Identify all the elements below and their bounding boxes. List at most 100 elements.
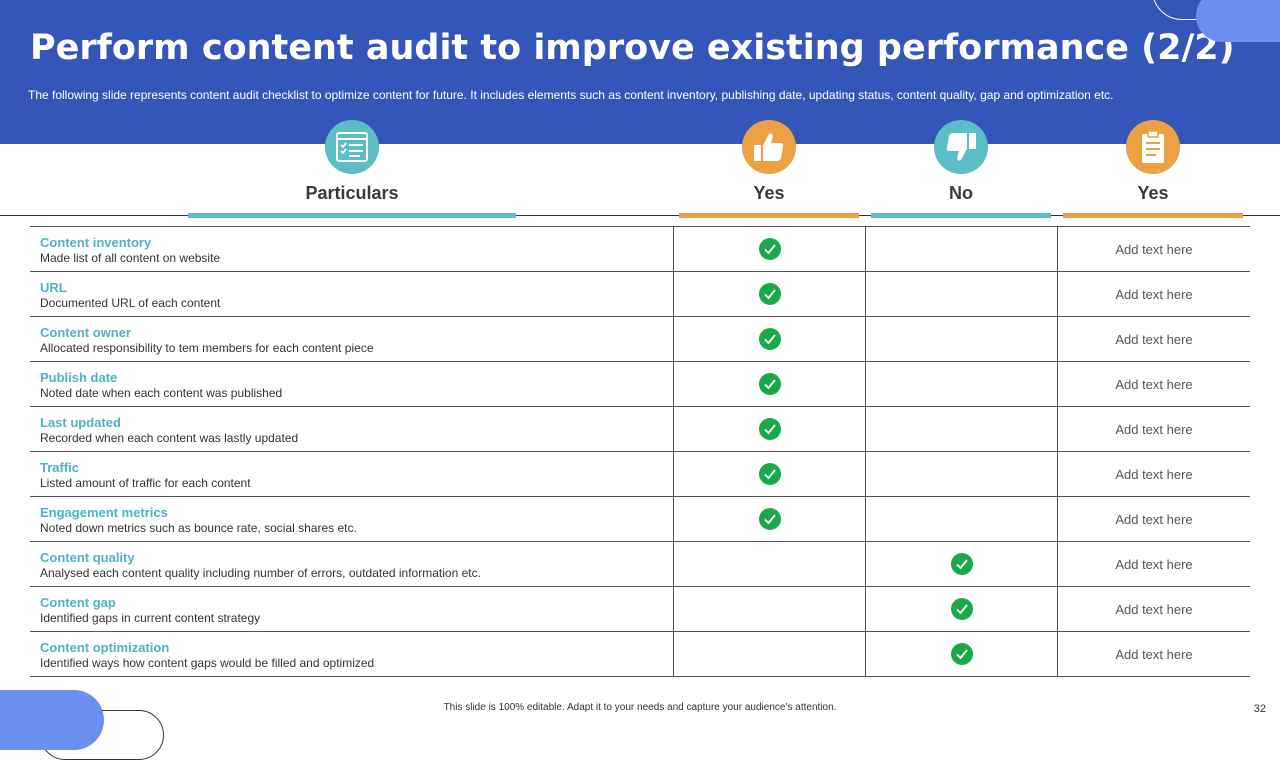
check-icon xyxy=(758,373,781,395)
note-cell: Add text here xyxy=(1057,542,1250,586)
particular-description: Listed amount of traffic for each conten… xyxy=(40,476,251,490)
note-cell: Add text here xyxy=(1057,272,1250,316)
decorative-pill xyxy=(1196,0,1280,42)
check-icon xyxy=(758,418,781,440)
table-row: URL Documented URL of each content Add tex… xyxy=(30,272,1250,317)
particular-cell: URL Documented URL of each content xyxy=(30,272,673,316)
no-cell xyxy=(865,317,1057,361)
table-row: Content optimization Identified ways how … xyxy=(30,632,1250,677)
table-row: Content quality Analysed each content qua… xyxy=(30,542,1250,587)
note-cell: Add text here xyxy=(1057,497,1250,541)
yes-cell xyxy=(673,272,865,316)
particular-title: Content gap xyxy=(40,595,116,610)
clipboard-icon xyxy=(1126,120,1180,174)
particular-cell: Content gap Identified gaps in current co… xyxy=(30,587,673,631)
header-accent-bar xyxy=(871,213,1051,218)
no-cell xyxy=(865,362,1057,406)
particular-cell: Content optimization Identified ways how … xyxy=(30,632,673,676)
particular-cell: Traffic Listed amount of traffic for each… xyxy=(30,452,673,496)
table-row: Content owner Allocated responsibility to… xyxy=(30,317,1250,362)
slide-title: Perform content audit to improve existin… xyxy=(30,28,1235,68)
yes-cell xyxy=(673,317,865,361)
no-cell xyxy=(865,587,1057,631)
particular-description: Identified gaps in current content strat… xyxy=(40,611,261,625)
particular-cell: Content quality Analysed each content qua… xyxy=(30,542,673,586)
particular-title: Content quality xyxy=(40,550,135,565)
note-cell: Add text here xyxy=(1057,362,1250,406)
particular-title: Last updated xyxy=(40,415,121,430)
particular-cell: Last updated Recorded when each content w… xyxy=(30,407,673,451)
checklist-icon xyxy=(325,120,379,174)
particular-description: Documented URL of each content xyxy=(40,296,221,310)
particular-title: Publish date xyxy=(40,370,118,385)
table-row: Last updated Recorded when each content w… xyxy=(30,407,1250,452)
table-row: Engagement metrics Noted down metrics suc… xyxy=(30,497,1250,542)
particular-cell: Content inventory Made list of all conten… xyxy=(30,227,673,271)
particular-description: Made list of all content on website xyxy=(40,251,221,265)
thumbs-up-icon xyxy=(742,120,796,174)
column-header-yes-notes: Yes xyxy=(1137,183,1169,203)
particular-description: Identified ways how content gaps would b… xyxy=(40,656,375,670)
yes-cell xyxy=(673,407,865,451)
check-icon xyxy=(758,463,781,485)
column-header-particulars: Particulars xyxy=(305,183,399,203)
particular-description: Noted down metrics such as bounce rate, … xyxy=(40,521,357,535)
check-icon xyxy=(758,283,781,305)
note-cell: Add text here xyxy=(1057,317,1250,361)
no-cell xyxy=(865,407,1057,451)
slide-footer: This slide is 100% editable. Adapt it to… xyxy=(443,702,837,713)
no-cell xyxy=(865,632,1057,676)
yes-cell xyxy=(673,542,865,586)
particular-title: Content inventory xyxy=(40,235,152,250)
column-header-no: No xyxy=(949,183,973,203)
note-cell: Add text here xyxy=(1057,227,1250,271)
page-number: 32 xyxy=(1253,703,1266,715)
particular-cell: Content owner Allocated responsibility to… xyxy=(30,317,673,361)
yes-cell xyxy=(673,362,865,406)
no-cell xyxy=(865,542,1057,586)
table-row: Traffic Listed amount of traffic for each… xyxy=(30,452,1250,497)
particular-title: Content optimization xyxy=(40,640,170,655)
decorative-pill xyxy=(0,690,104,750)
header-divider xyxy=(0,215,1280,216)
note-cell: Add text here xyxy=(1057,587,1250,631)
particular-title: Engagement metrics xyxy=(40,505,168,520)
particular-cell: Engagement metrics Noted down metrics suc… xyxy=(30,497,673,541)
header-accent-bar xyxy=(188,213,516,218)
table-row: Publish date Noted date when each content… xyxy=(30,362,1250,407)
particular-cell: Publish date Noted date when each content… xyxy=(30,362,673,406)
header-accent-bar xyxy=(679,213,859,218)
yes-cell xyxy=(673,227,865,271)
particular-description: Noted date when each content was publish… xyxy=(40,386,283,400)
check-icon xyxy=(950,598,973,620)
note-cell: Add text here xyxy=(1057,452,1250,496)
check-icon xyxy=(950,643,973,665)
yes-cell xyxy=(673,497,865,541)
note-cell: Add text here xyxy=(1057,407,1250,451)
no-cell xyxy=(865,497,1057,541)
check-icon xyxy=(950,553,973,575)
header-accent-bar xyxy=(1063,213,1243,218)
check-icon xyxy=(758,238,781,260)
note-cell: Add text here xyxy=(1057,632,1250,676)
table-row: Content inventory Made list of all conten… xyxy=(30,227,1250,272)
table-row: Content gap Identified gaps in current co… xyxy=(30,587,1250,632)
particular-title: Content owner xyxy=(40,325,131,340)
check-icon xyxy=(758,508,781,530)
thumbs-down-icon xyxy=(934,120,988,174)
check-icon xyxy=(758,328,781,350)
column-header-yes: Yes xyxy=(753,183,785,203)
yes-cell xyxy=(673,452,865,496)
particular-title: Traffic xyxy=(40,460,80,475)
particular-description: Analysed each content quality including … xyxy=(40,566,481,580)
audit-table: Content inventory Made list of all conten… xyxy=(30,226,1250,677)
particular-description: Recorded when each content was lastly up… xyxy=(40,431,299,445)
particular-title: URL xyxy=(40,280,67,295)
yes-cell xyxy=(673,632,865,676)
particular-description: Allocated responsibility to tem members … xyxy=(40,341,374,355)
slide-subtitle: The following slide represents content a… xyxy=(28,88,1114,102)
yes-cell xyxy=(673,587,865,631)
no-cell xyxy=(865,452,1057,496)
no-cell xyxy=(865,227,1057,271)
slide-header: Perform content audit to improve existin… xyxy=(0,0,1280,144)
